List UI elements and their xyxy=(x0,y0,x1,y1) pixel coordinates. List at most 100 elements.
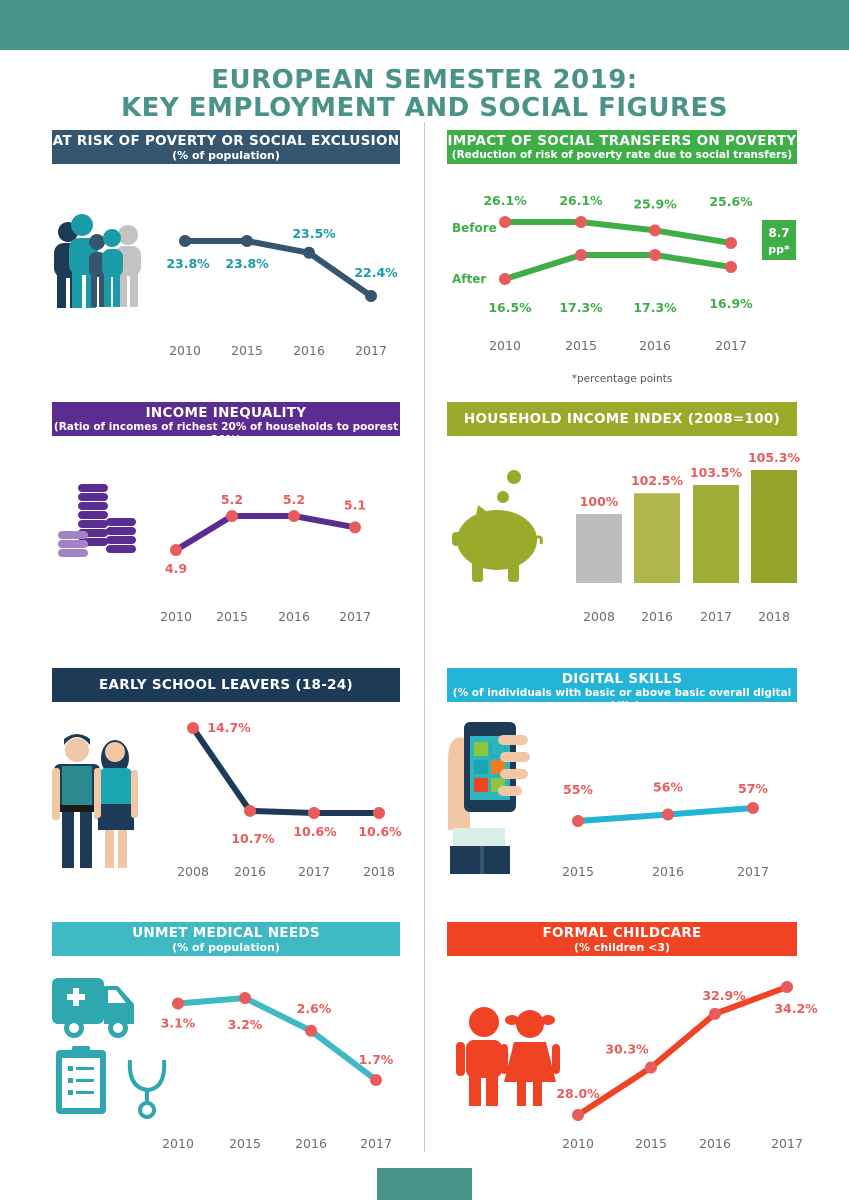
household-header: HOUSEHOLD INCOME INDEX (2008=100) xyxy=(447,402,797,436)
medical-label-2016: 2.6% xyxy=(297,1001,332,1016)
childcare-title: FORMAL CHILDCARE xyxy=(542,925,702,941)
inequality-subtitle: (Ratio of incomes of richest 20% of hous… xyxy=(53,421,399,446)
medical-point-2017 xyxy=(370,1074,382,1086)
pp-badge-value: 8.7 xyxy=(768,226,789,240)
transfers-point-2010 xyxy=(499,216,511,228)
transfers-label-2015: 26.1% xyxy=(559,193,603,208)
school-label-2016: 10.7% xyxy=(231,831,275,846)
after-label: After xyxy=(452,272,486,286)
page-title-line2: KEY EMPLOYMENT AND SOCIAL FIGURES xyxy=(120,93,729,123)
childcare-tick-2017: 2017 xyxy=(771,1136,803,1151)
transfers-series-0-line xyxy=(502,219,734,246)
medical-series-0-line xyxy=(175,995,379,1083)
household-bar-2017 xyxy=(693,484,739,583)
coins-icon xyxy=(58,484,136,557)
transfers-point-2015 xyxy=(575,216,587,228)
ambulance-icon xyxy=(52,978,134,1038)
poverty-label-2010: 23.8% xyxy=(166,256,210,271)
pp-badge xyxy=(762,220,796,260)
family-icon xyxy=(54,214,141,308)
medical-subtitle: (% of population) xyxy=(172,941,280,954)
inequality-point-2015 xyxy=(226,510,238,522)
school-series-0-line xyxy=(190,725,382,816)
transfers-tick-2015: 2015 xyxy=(565,338,597,353)
inequality-point-2010 xyxy=(170,544,182,556)
transfers-label-2016: 25.9% xyxy=(633,196,677,211)
medical-label-2015: 3.2% xyxy=(228,1017,263,1032)
transfers-title: IMPACT OF SOCIAL TRANSFERS ON POVERTY xyxy=(447,133,797,149)
household-tick-2008: 2008 xyxy=(583,609,615,624)
transfers-label-2017: 16.9% xyxy=(709,296,753,311)
transfers-point-2016 xyxy=(649,249,661,261)
medical-label-2010: 3.1% xyxy=(161,1015,196,1030)
inequality-tick-2016: 2016 xyxy=(278,609,310,624)
transfers-tick-2017: 2017 xyxy=(715,338,747,353)
childcare-point-2016 xyxy=(709,1007,721,1020)
school-point-2008 xyxy=(187,722,199,734)
pp-badge-unit: pp* xyxy=(768,243,790,256)
childcare-label-2010: 28.0% xyxy=(556,1086,600,1101)
poverty-point-2010 xyxy=(179,235,191,247)
household-bar-2016 xyxy=(634,493,680,583)
inequality-point-2016 xyxy=(288,510,300,522)
before-label: Before xyxy=(452,221,497,235)
household-bar-2018 xyxy=(751,470,797,583)
medical-title: UNMET MEDICAL NEEDS xyxy=(132,925,320,941)
medical-tick-2015: 2015 xyxy=(229,1136,261,1151)
transfers-point-2017 xyxy=(725,237,737,249)
digital-point-2016 xyxy=(662,808,674,821)
childcare-tick-2010: 2010 xyxy=(562,1136,594,1151)
childcare-series-0-line xyxy=(575,984,790,1118)
charts-layer: 23.8% 23.8% 23.5% 22.4% 2010 2015 2016 2017 26.1… xyxy=(160,193,818,1151)
poverty-label-2016: 23.5% xyxy=(292,226,336,241)
transfers-point-2017 xyxy=(725,261,737,273)
digital-label-2017: 57% xyxy=(738,781,768,796)
school-point-2017 xyxy=(308,807,320,819)
students-icon xyxy=(52,734,138,868)
childcare-label-2016: 32.9% xyxy=(702,988,746,1003)
poverty-point-2015 xyxy=(241,235,253,247)
inequality-tick-2017: 2017 xyxy=(339,609,371,624)
transfers-tick-2010: 2010 xyxy=(489,338,521,353)
household-label-2018: 105.3% xyxy=(748,450,801,465)
page-title-line1: EUROPEAN SEMESTER 2019: xyxy=(211,65,638,95)
poverty-label-2015: 23.8% xyxy=(225,256,269,271)
medical-point-2015 xyxy=(239,992,251,1004)
inequality-label-2015: 5.2 xyxy=(221,492,243,507)
digital-tick-2016: 2016 xyxy=(652,864,684,879)
school-header: EARLY SCHOOL LEAVERS (18-24) xyxy=(52,668,400,702)
transfers-subtitle: (Reduction of risk of poverty rate due t… xyxy=(451,149,793,161)
school-tick-2016: 2016 xyxy=(234,864,266,879)
bottom-tab xyxy=(377,1168,472,1200)
transfers-tick-2016: 2016 xyxy=(639,338,671,353)
poverty-tick-2016: 2016 xyxy=(293,343,325,358)
medical-header: UNMET MEDICAL NEEDS (% of population) xyxy=(52,922,400,956)
poverty-series-0-line xyxy=(182,238,374,299)
smartphone-icon xyxy=(448,722,530,874)
top-banner xyxy=(0,0,849,50)
medical-tick-2017: 2017 xyxy=(360,1136,392,1151)
school-title: EARLY SCHOOL LEAVERS (18-24) xyxy=(99,677,353,693)
childcare-subtitle: (% children <3) xyxy=(573,941,671,954)
transfers-label-2010: 16.5% xyxy=(488,300,532,315)
poverty-tick-2015: 2015 xyxy=(231,343,263,358)
school-tick-2018: 2018 xyxy=(363,864,395,879)
transfers-series-1-line xyxy=(502,252,734,282)
inequality-label-2017: 5.1 xyxy=(344,497,366,512)
school-label-2008: 14.7% xyxy=(207,720,251,735)
transfers-label-2016: 17.3% xyxy=(633,300,677,315)
transfers-label-2015: 17.3% xyxy=(559,300,603,315)
poverty-point-2017 xyxy=(365,290,377,302)
transfers-label-2010: 26.1% xyxy=(483,193,527,208)
poverty-title: AT RISK OF POVERTY OR SOCIAL EXCLUSION xyxy=(52,133,400,149)
school-tick-2017: 2017 xyxy=(298,864,330,879)
transfers-point-2016 xyxy=(649,224,661,237)
digital-point-2017 xyxy=(747,802,759,814)
household-tick-2018: 2018 xyxy=(758,609,790,624)
school-label-2017: 10.6% xyxy=(293,824,337,839)
childcare-tick-2015: 2015 xyxy=(635,1136,667,1151)
childcare-label-2015: 30.3% xyxy=(605,1042,649,1057)
digital-subtitle: (% of individuals with basic or above ba… xyxy=(452,687,792,712)
poverty-tick-2010: 2010 xyxy=(169,343,201,358)
